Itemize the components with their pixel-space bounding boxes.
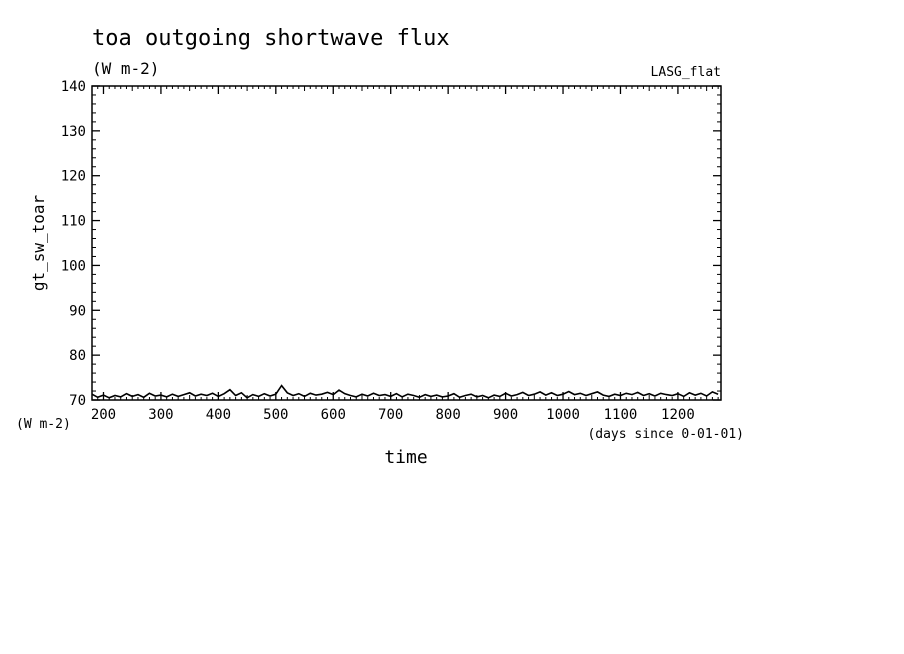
y-tick-label: 80 [69, 348, 86, 364]
y-tick-label: 120 [61, 169, 86, 185]
y-tick-label: 70 [69, 393, 86, 409]
x-tick-label: 200 [91, 407, 116, 423]
y-tick-label: 140 [61, 79, 86, 95]
x-tick-label: 300 [148, 407, 173, 423]
chart-subtitle: (W m-2) [92, 59, 159, 78]
x-axis-ticks: 200 300 400 500 600 700 800 900 1000 1100 1200 [91, 86, 719, 423]
x-axis-label: time [384, 447, 427, 468]
x-units-label: (days since 0-01-01) [587, 427, 744, 442]
series-line [91, 384, 719, 399]
x-tick-label: 800 [435, 407, 460, 423]
y-axis-ticks: 70 80 90 100 110 120 130 140 [61, 79, 721, 409]
x-tick-label: 900 [493, 407, 518, 423]
x-tick-label: 700 [378, 407, 403, 423]
y-axis-label: gt_sw_toar [29, 194, 48, 291]
corner-label: LASG_flat [651, 65, 721, 80]
plot-frame [91, 85, 722, 401]
x-tick-label: 400 [206, 407, 231, 423]
x-tick-label: 1100 [604, 407, 638, 423]
chart-title: toa outgoing shortwave flux [92, 26, 450, 51]
y-tick-label: 110 [61, 214, 86, 230]
x-tick-label: 1200 [661, 407, 695, 423]
y-tick-label: 130 [61, 124, 86, 140]
x-tick-label: 600 [321, 407, 346, 423]
y-tick-label: 100 [61, 258, 86, 274]
y-tick-label: 90 [69, 303, 86, 319]
y-units-label: (W m-2) [16, 417, 71, 432]
x-tick-label: 500 [263, 407, 288, 423]
x-tick-label: 1000 [546, 407, 580, 423]
